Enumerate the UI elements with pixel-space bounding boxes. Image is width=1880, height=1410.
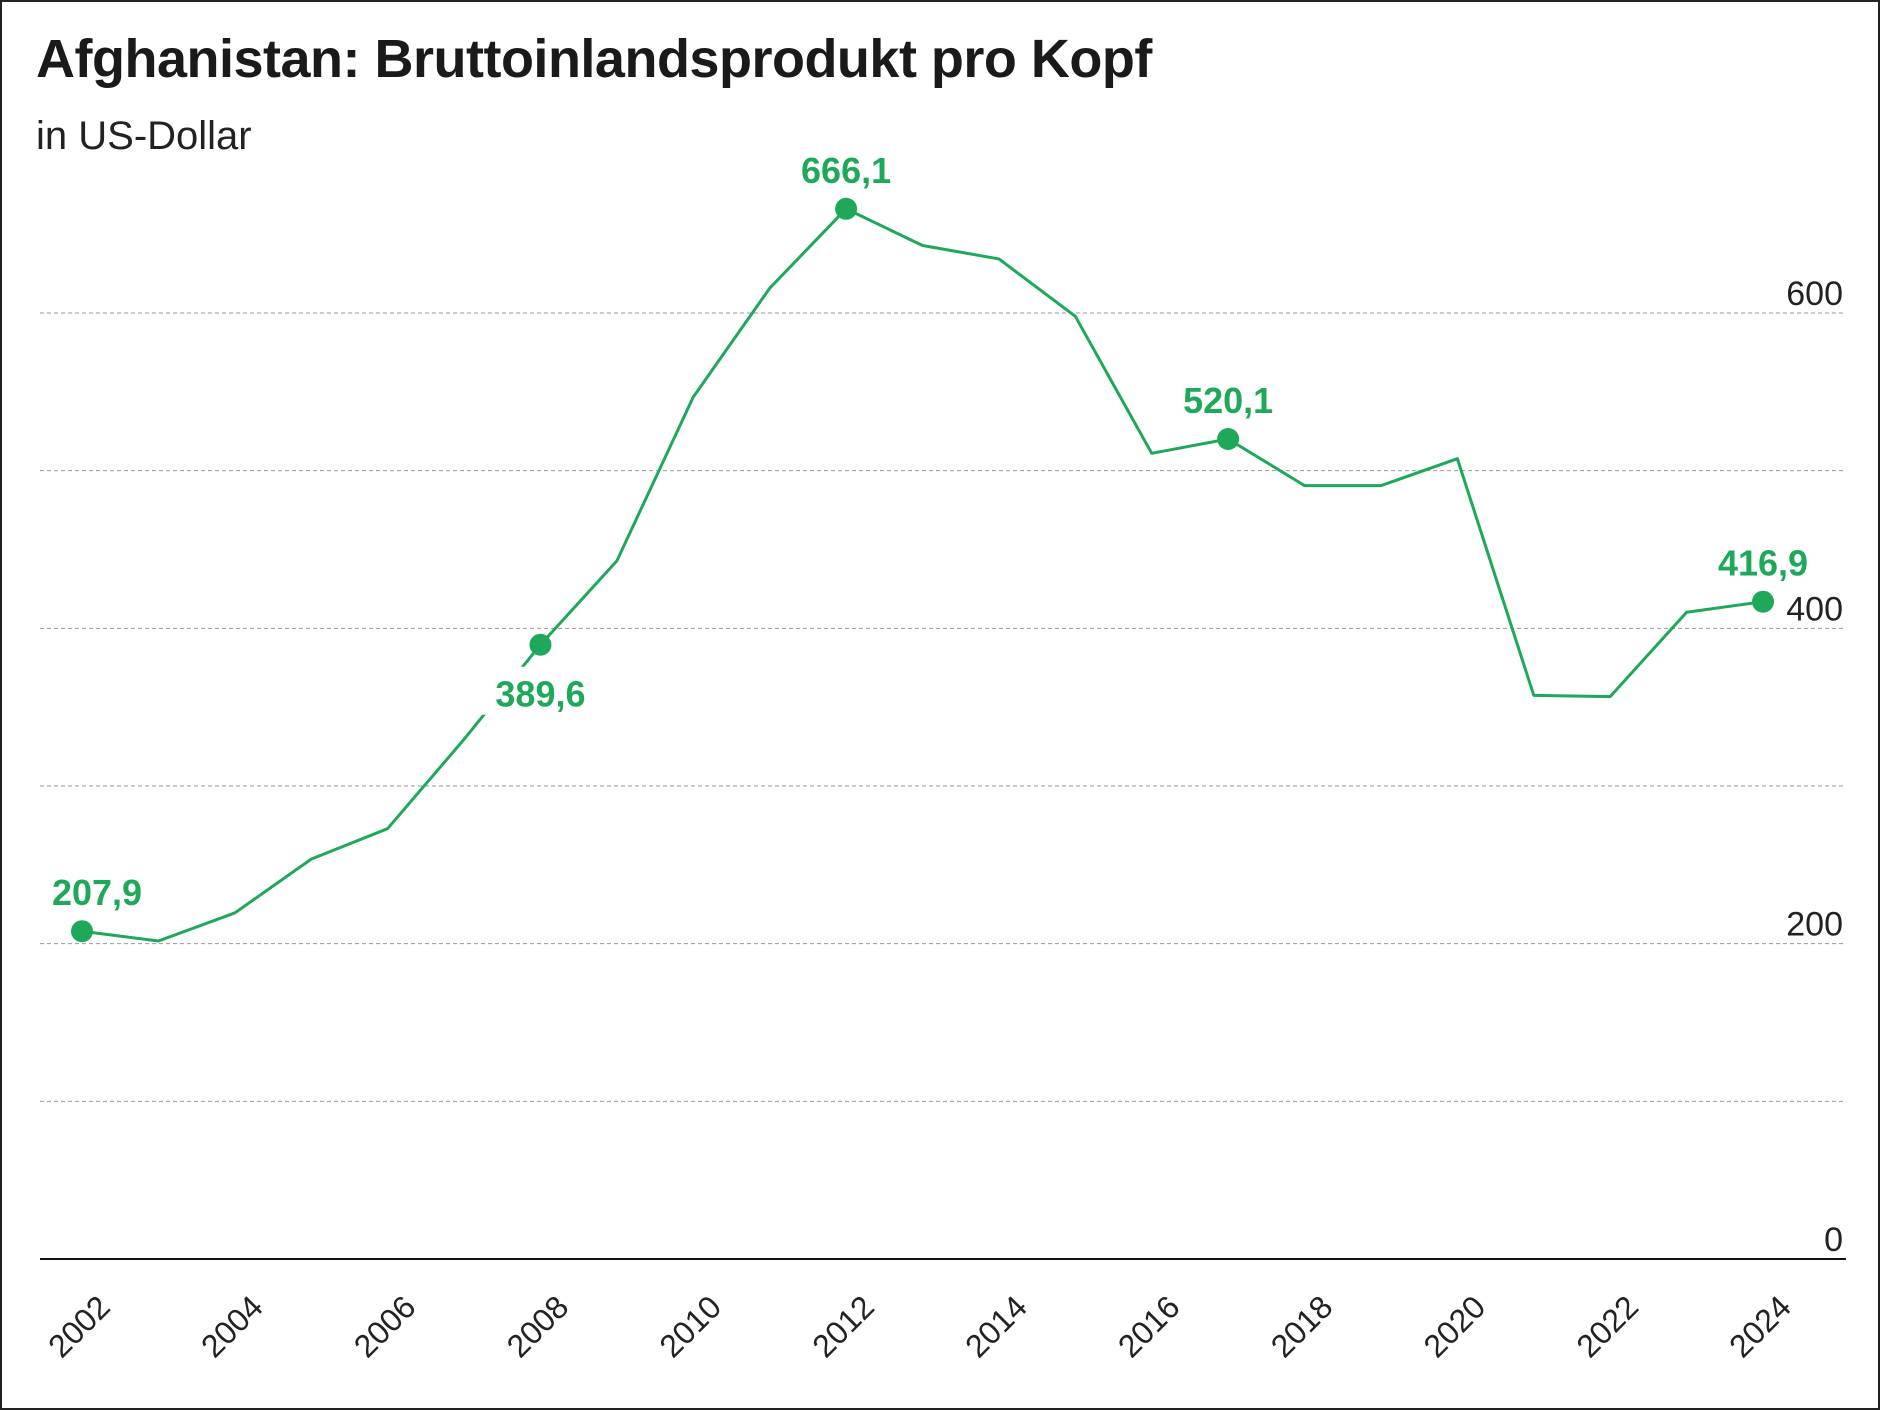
x-tick-label: 2018: [1264, 1288, 1340, 1364]
y-tick-label: 600: [1786, 275, 1843, 313]
x-tick-label: 2016: [1111, 1288, 1187, 1364]
highlight-point: [529, 633, 552, 656]
x-tick-label: 2012: [805, 1288, 881, 1364]
x-tick-label: 2020: [1417, 1288, 1493, 1364]
x-tick-label: 2022: [1569, 1288, 1645, 1364]
data-label: 207,9: [52, 872, 142, 913]
data-label: 520,1: [1183, 380, 1273, 421]
x-tick-label: 2006: [347, 1288, 423, 1364]
label-background: [480, 666, 601, 715]
series-line: [81, 207, 1764, 943]
y-tick-label: 0: [1824, 1221, 1843, 1259]
data-label: 389,6: [495, 674, 585, 715]
highlight-point: [835, 197, 858, 220]
highlight-point: [71, 920, 93, 943]
data-label: 416,9: [1718, 543, 1808, 584]
x-tick-label: 2002: [41, 1288, 117, 1364]
y-tick-label: 400: [1786, 590, 1843, 628]
data-label: 666,1: [801, 150, 891, 191]
x-tick-label: 2024: [1722, 1288, 1798, 1364]
chart-title: Afghanistan: Bruttoinlandsprodukt pro Ko…: [36, 29, 1152, 89]
x-tick-label: 2014: [958, 1288, 1034, 1364]
chart-subtitle: in US-Dollar: [36, 114, 252, 158]
y-tick-label: 200: [1786, 906, 1843, 944]
highlight-point: [1752, 590, 1774, 613]
x-tick-label: 2010: [652, 1288, 728, 1364]
x-tick-label: 2008: [500, 1288, 576, 1364]
highlight-point: [1217, 427, 1240, 450]
x-tick-label: 2004: [194, 1288, 270, 1364]
